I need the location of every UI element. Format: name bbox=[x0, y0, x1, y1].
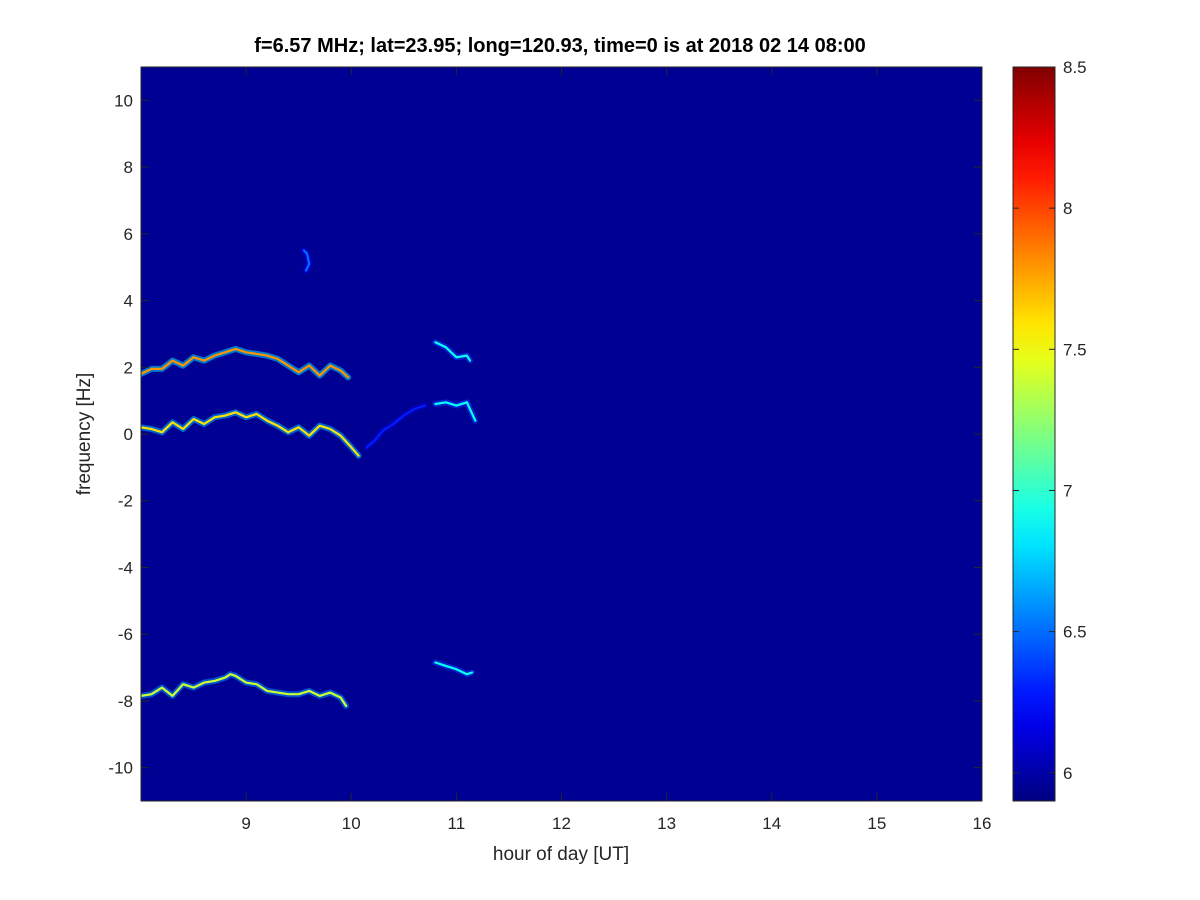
y-tick-label: -6 bbox=[118, 625, 133, 644]
y-tick-label: 2 bbox=[124, 358, 133, 377]
y-tick-label: 0 bbox=[124, 425, 133, 444]
y-tick-label: -8 bbox=[118, 692, 133, 711]
trace-ridge bbox=[434, 661, 474, 676]
x-tick-label: 11 bbox=[448, 814, 466, 833]
colorbar-gradient bbox=[1013, 67, 1055, 801]
x-axis-label: hour of day [UT] bbox=[493, 844, 629, 865]
y-tick-label: 6 bbox=[124, 225, 133, 244]
x-tick-label: 10 bbox=[342, 814, 361, 833]
y-tick-label: -10 bbox=[108, 759, 133, 778]
colorbar: 6 6.5 7 7.5 8 8.5 bbox=[1012, 58, 1087, 802]
trace-ridge bbox=[434, 341, 472, 362]
x-tick-label: 12 bbox=[552, 814, 571, 833]
y-tick-label: -4 bbox=[118, 558, 133, 577]
x-tick-label: 14 bbox=[762, 814, 781, 833]
colorbar-tick-label: 6 bbox=[1063, 764, 1072, 783]
colorbar-tick-label: 8 bbox=[1063, 199, 1072, 218]
colorbar-tick-label: 8.5 bbox=[1063, 58, 1087, 77]
y-tick-label: 8 bbox=[124, 158, 133, 177]
heatmap-background bbox=[141, 67, 982, 801]
trace-ridge bbox=[141, 673, 348, 708]
trace-ridge bbox=[141, 411, 360, 457]
y-tick-label: 4 bbox=[124, 292, 133, 311]
x-axis: 9 10 11 12 13 14 15 16 bbox=[241, 67, 991, 833]
colorbar-tick-label: 6.5 bbox=[1063, 623, 1087, 642]
trace-ridge bbox=[434, 401, 477, 422]
trace-ridge bbox=[302, 249, 311, 272]
chart-title: f=6.57 MHz; lat=23.95; long=120.93, time… bbox=[254, 35, 865, 57]
y-axis: -10 -8 -6 -4 -2 0 2 4 6 8 10 bbox=[108, 91, 982, 778]
y-tick-label: -2 bbox=[118, 492, 133, 511]
x-tick-label: 9 bbox=[241, 814, 250, 833]
x-tick-label: 13 bbox=[657, 814, 676, 833]
y-axis-label: frequency [Hz] bbox=[74, 373, 95, 496]
x-tick-label: 16 bbox=[973, 814, 992, 833]
y-tick-label: 10 bbox=[114, 91, 133, 110]
x-tick-label: 15 bbox=[867, 814, 886, 833]
colorbar-tick-label: 7.5 bbox=[1063, 340, 1087, 359]
trace-ridge bbox=[141, 347, 350, 379]
colorbar-tick-label: 7 bbox=[1063, 481, 1072, 500]
heatmap-traces bbox=[141, 247, 479, 709]
trace-ridge bbox=[365, 404, 426, 449]
colorbar-border bbox=[1012, 66, 1056, 802]
plot-area bbox=[140, 66, 983, 802]
